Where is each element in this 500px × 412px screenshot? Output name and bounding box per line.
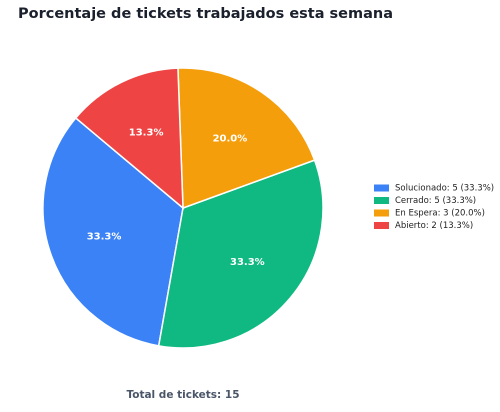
pie-slice [157,159,324,349]
slice-label: 20.0% [213,133,248,144]
footer: Total de tickets: 15 [126,389,239,401]
slice-label: 13.3% [129,128,164,139]
legend-label: Abierto: 2 (13.3%) [395,221,473,231]
legend-label: En Espera: 3 (20.0%) [395,209,485,219]
chart-title: Porcentaje de tickets trabajados esta se… [18,6,393,22]
slice-label: 33.3% [230,257,265,268]
pie-slice [177,67,316,210]
legend-swatch [374,222,389,229]
pie-slice [74,67,184,210]
legend-label: Cerrado: 5 (33.3%) [395,196,476,206]
legend-swatch [374,197,389,204]
slice-label: 33.3% [87,232,122,243]
legend-swatch [374,209,389,217]
legend-swatch [374,184,389,192]
pie-slice [42,116,184,347]
legend-label: Solucionado: 5 (33.3%) [395,184,494,194]
